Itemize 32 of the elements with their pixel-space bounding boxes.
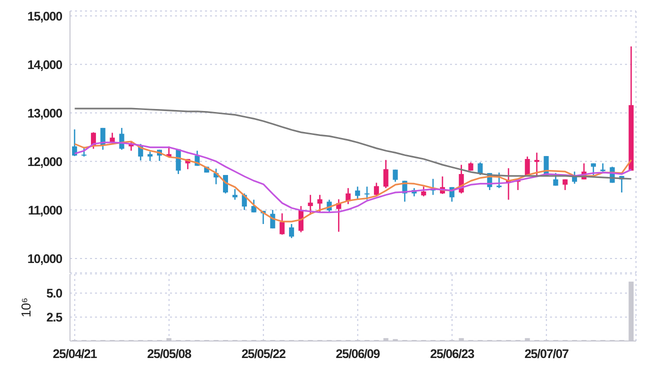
candlestick bbox=[421, 186, 426, 197]
y-axis-title: 10⁶ bbox=[18, 298, 34, 318]
candlestick bbox=[534, 152, 540, 177]
y-tick-label: 11,000 bbox=[28, 203, 63, 218]
candlestick bbox=[600, 162, 606, 172]
y-tick-label: 12,000 bbox=[27, 154, 63, 169]
y-tick-label: 2.5 bbox=[46, 310, 63, 325]
x-tick-label: 25/04/21 bbox=[52, 346, 98, 361]
candlestick bbox=[364, 186, 370, 200]
candlestick bbox=[232, 188, 238, 200]
candlestick bbox=[374, 182, 379, 197]
x-tick-label: 25/05/08 bbox=[147, 346, 192, 361]
candlestick bbox=[289, 223, 294, 239]
y-tick-label: 10,000 bbox=[27, 252, 63, 266]
y-tick-label: 14,000 bbox=[27, 58, 63, 72]
x-tick-label: 25/05/22 bbox=[241, 346, 286, 361]
candlestick bbox=[251, 199, 256, 213]
x-tick-label: 25/07/07 bbox=[524, 346, 569, 361]
x-tick-label: 25/06/09 bbox=[336, 346, 380, 361]
candlestick bbox=[355, 186, 360, 200]
candlestick bbox=[317, 194, 322, 213]
candlestick bbox=[383, 159, 388, 189]
y-tick-label: 13,000 bbox=[27, 106, 63, 120]
candlestick bbox=[496, 172, 502, 189]
candlestick bbox=[280, 212, 285, 236]
candlestick bbox=[553, 172, 558, 186]
y-tick-label: 15,000 bbox=[27, 9, 63, 24]
candlestick bbox=[308, 194, 313, 216]
candlestick bbox=[148, 151, 153, 162]
y-tick-label: 5.0 bbox=[46, 286, 63, 301]
x-tick-label: 25/06/23 bbox=[430, 346, 475, 361]
candlestick bbox=[392, 169, 398, 182]
